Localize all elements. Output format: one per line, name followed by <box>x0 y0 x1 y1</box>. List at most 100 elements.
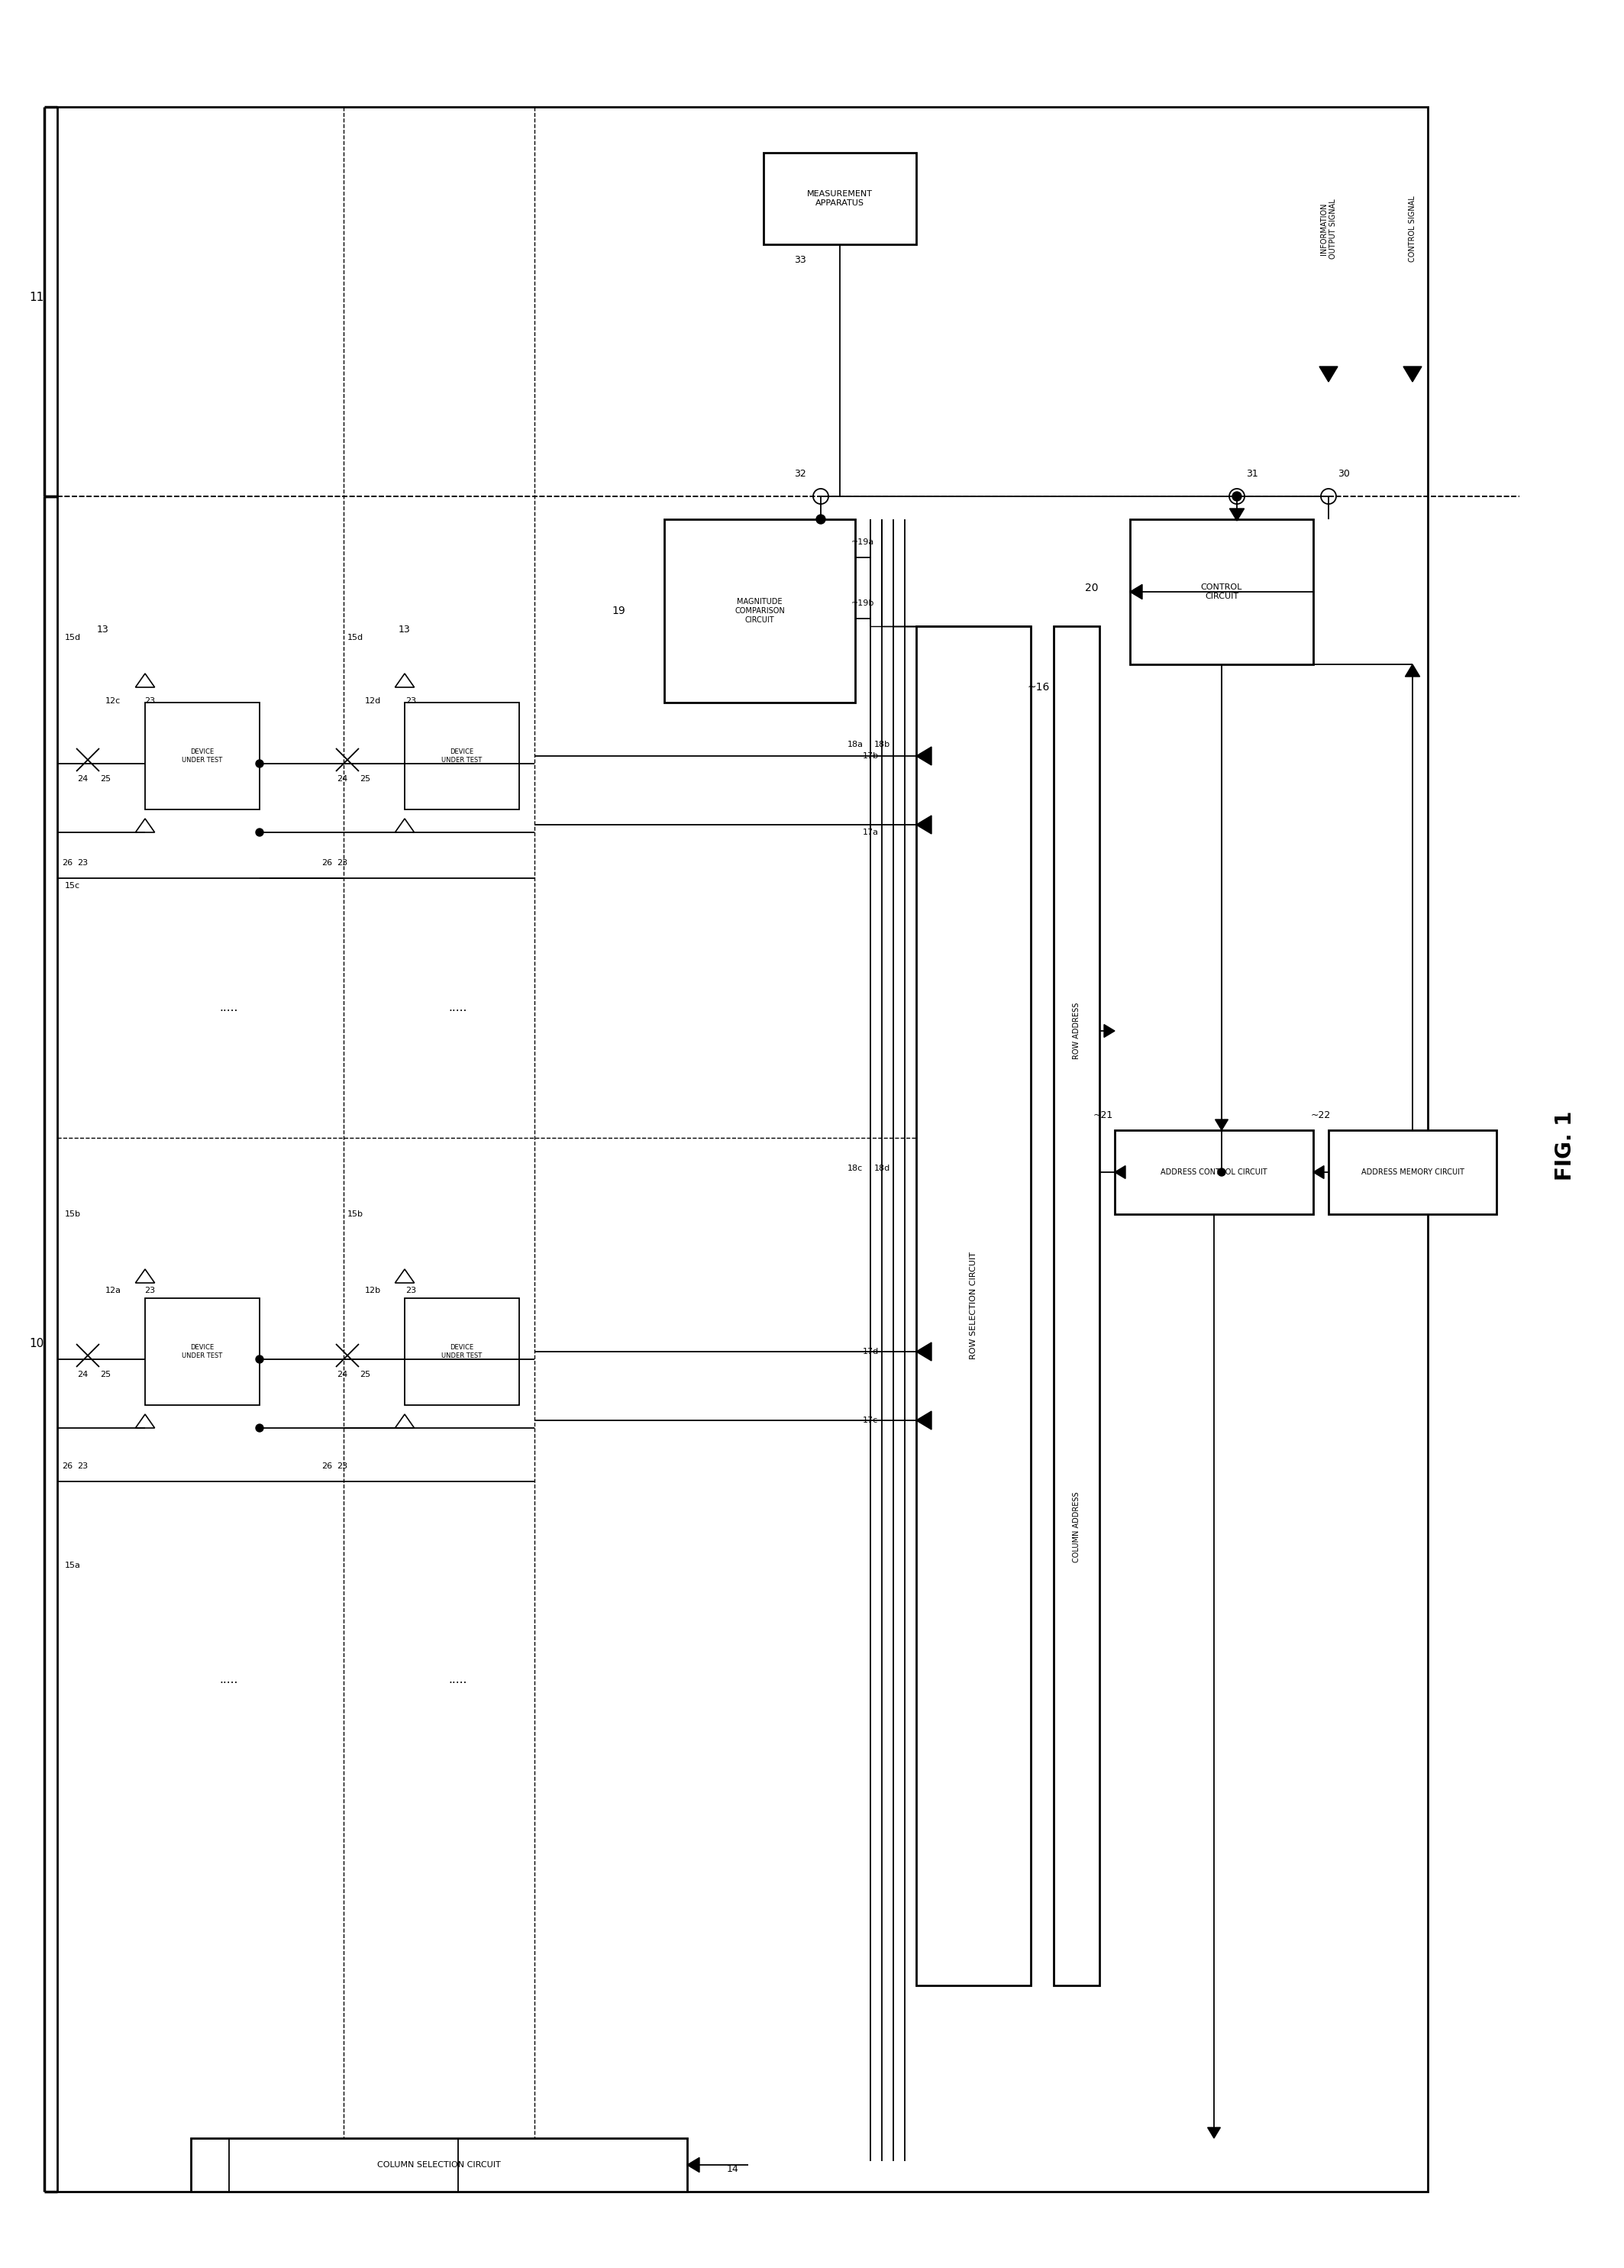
Text: ~22: ~22 <box>1311 1109 1332 1120</box>
Text: 24: 24 <box>76 1370 88 1379</box>
Text: 30: 30 <box>1338 469 1350 479</box>
Text: .....: ..... <box>219 1002 239 1014</box>
Polygon shape <box>1403 367 1421 381</box>
Circle shape <box>255 1356 263 1363</box>
Text: 12b: 12b <box>364 1286 380 1295</box>
Text: INFORMATION
OUTPUT SIGNAL: INFORMATION OUTPUT SIGNAL <box>1320 200 1337 259</box>
Text: CONTROL SIGNAL: CONTROL SIGNAL <box>1408 195 1416 263</box>
Polygon shape <box>687 2157 700 2173</box>
Text: .....: ..... <box>448 1674 468 1685</box>
Text: 15b: 15b <box>65 1211 81 1218</box>
Bar <box>916 626 1031 1984</box>
Text: DEVICE
UNDER TEST: DEVICE UNDER TEST <box>442 748 482 764</box>
Text: ROW SELECTION CIRCUIT: ROW SELECTION CIRCUIT <box>970 1252 978 1359</box>
Polygon shape <box>1319 367 1338 381</box>
Text: ~21: ~21 <box>1093 1109 1114 1120</box>
Text: 12a: 12a <box>106 1286 122 1295</box>
Text: 33: 33 <box>794 254 806 265</box>
Text: 18d: 18d <box>874 1163 890 1173</box>
Text: 18c: 18c <box>848 1163 862 1173</box>
Text: 23: 23 <box>406 1286 416 1295</box>
Text: 15b: 15b <box>348 1211 364 1218</box>
Text: ~19a: ~19a <box>851 538 874 547</box>
Text: FIG. 1: FIG. 1 <box>1554 1111 1575 1179</box>
Text: 25: 25 <box>101 1370 110 1379</box>
Text: COLUMN ADDRESS: COLUMN ADDRESS <box>1073 1492 1080 1563</box>
Text: ADDRESS MEMORY CIRCUIT: ADDRESS MEMORY CIRCUIT <box>1361 1168 1463 1177</box>
Text: 26: 26 <box>62 1463 73 1470</box>
Circle shape <box>1233 492 1241 501</box>
Bar <box>57 107 1427 2191</box>
Bar <box>404 1297 520 1406</box>
Circle shape <box>817 515 825 524</box>
Bar <box>145 1297 260 1406</box>
Text: 12d: 12d <box>364 696 380 705</box>
Text: 25: 25 <box>101 776 110 782</box>
Polygon shape <box>1314 1166 1324 1179</box>
Polygon shape <box>916 816 932 835</box>
Text: CONTROL
CIRCUIT: CONTROL CIRCUIT <box>1200 583 1242 601</box>
Text: COLUMN SELECTION CIRCUIT: COLUMN SELECTION CIRCUIT <box>377 2161 500 2168</box>
Text: 15d: 15d <box>348 633 364 642</box>
Text: 17d: 17d <box>862 1347 879 1356</box>
Polygon shape <box>1104 1025 1114 1036</box>
Bar <box>404 703 520 810</box>
Bar <box>145 703 260 810</box>
Text: 17b: 17b <box>862 753 879 760</box>
Circle shape <box>255 760 263 767</box>
Text: 23: 23 <box>76 1463 88 1470</box>
Text: 23: 23 <box>145 696 154 705</box>
Text: 15c: 15c <box>65 882 80 889</box>
Text: 26: 26 <box>322 1463 333 1470</box>
Text: 23: 23 <box>145 1286 154 1295</box>
Text: 25: 25 <box>359 1370 370 1379</box>
Text: 18a: 18a <box>848 742 862 748</box>
Bar <box>192 2139 687 2191</box>
Text: MEASUREMENT
APPARATUS: MEASUREMENT APPARATUS <box>807 191 872 206</box>
Polygon shape <box>916 1411 932 1429</box>
Text: 32: 32 <box>794 469 806 479</box>
Text: 15a: 15a <box>65 1563 81 1569</box>
Polygon shape <box>1215 1120 1228 1129</box>
Text: ADDRESS CONTROL CIRCUIT: ADDRESS CONTROL CIRCUIT <box>1161 1168 1267 1177</box>
Polygon shape <box>1208 2127 1220 2139</box>
Circle shape <box>1218 1168 1226 1177</box>
Circle shape <box>255 828 263 837</box>
Bar <box>1114 1129 1314 1213</box>
Text: 19: 19 <box>612 606 625 617</box>
Text: 25: 25 <box>359 776 370 782</box>
Text: ROW ADDRESS: ROW ADDRESS <box>1073 1002 1080 1059</box>
Text: 31: 31 <box>1246 469 1259 479</box>
Text: 17a: 17a <box>862 828 879 837</box>
Polygon shape <box>1114 1166 1125 1179</box>
Text: 23: 23 <box>336 860 348 866</box>
Text: 24: 24 <box>76 776 88 782</box>
Bar <box>1328 1129 1496 1213</box>
Text: 13: 13 <box>398 626 411 635</box>
Bar <box>1130 519 1314 665</box>
Text: 26: 26 <box>322 860 333 866</box>
Text: 24: 24 <box>336 1370 348 1379</box>
Polygon shape <box>1405 665 1419 676</box>
Circle shape <box>255 1424 263 1431</box>
Text: DEVICE
UNDER TEST: DEVICE UNDER TEST <box>182 1345 222 1359</box>
Text: 18b: 18b <box>874 742 890 748</box>
Text: 10: 10 <box>29 1338 44 1349</box>
Text: 11: 11 <box>29 293 44 304</box>
Text: 23: 23 <box>406 696 416 705</box>
Text: DEVICE
UNDER TEST: DEVICE UNDER TEST <box>182 748 222 764</box>
Polygon shape <box>916 746 932 764</box>
Text: .....: ..... <box>448 1002 468 1014</box>
Text: 14: 14 <box>728 2164 739 2173</box>
Text: ~16: ~16 <box>1026 683 1049 692</box>
Polygon shape <box>1130 585 1142 599</box>
Bar <box>664 519 856 703</box>
Polygon shape <box>916 1343 932 1361</box>
Text: .....: ..... <box>219 1674 239 1685</box>
Text: 23: 23 <box>76 860 88 866</box>
Bar <box>763 152 916 245</box>
Text: 24: 24 <box>336 776 348 782</box>
Bar <box>1054 626 1099 1984</box>
Text: ~19b: ~19b <box>851 599 874 608</box>
Text: 23: 23 <box>336 1463 348 1470</box>
